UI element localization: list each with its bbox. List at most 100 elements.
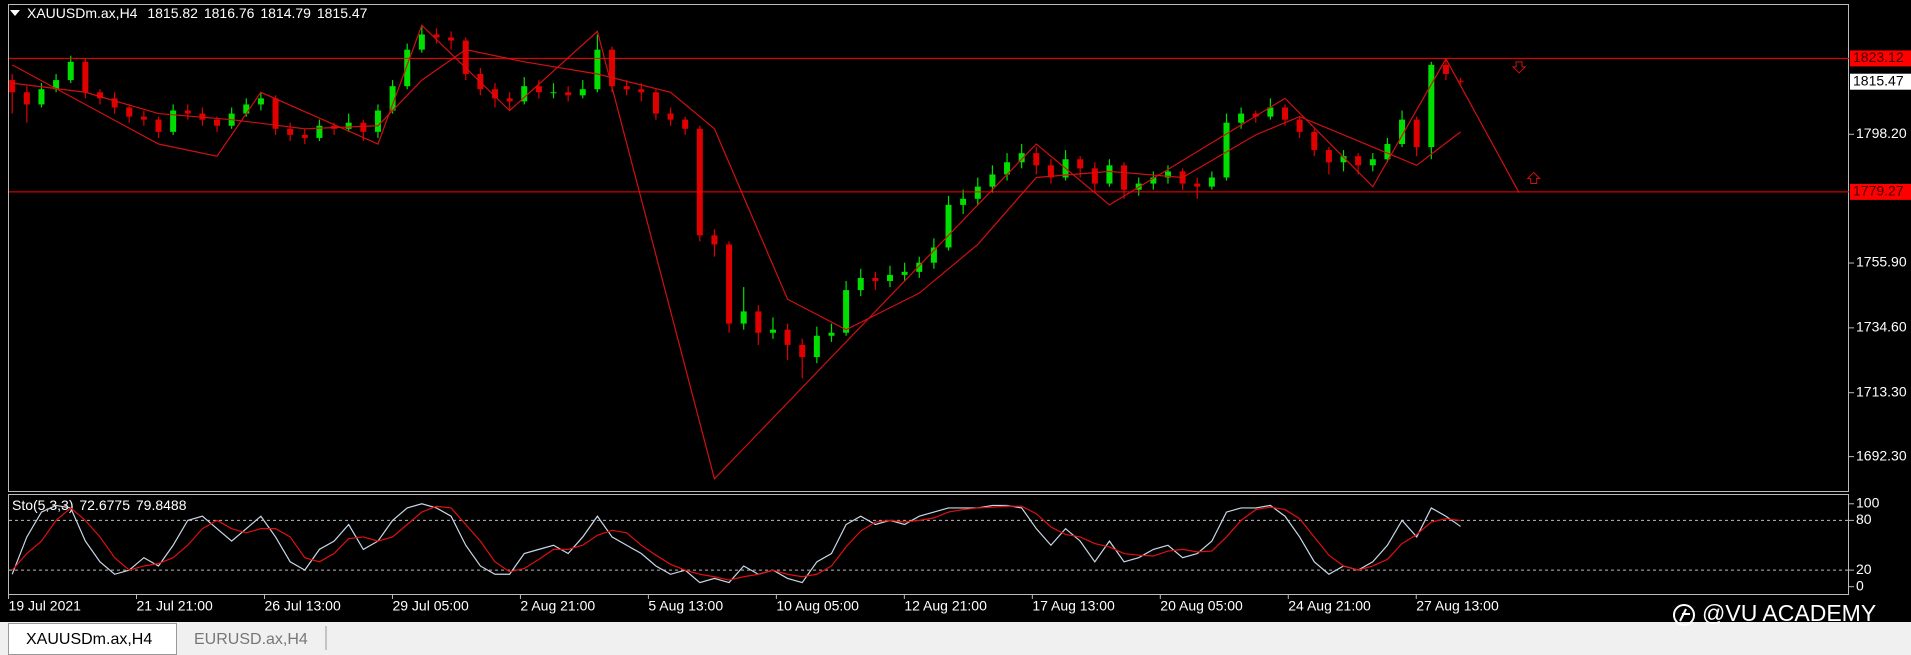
candle-body: [535, 86, 542, 93]
x-tick-label: 26 Jul 13:00: [264, 598, 340, 614]
candle-body: [755, 311, 762, 333]
zigzag: [11, 24, 1520, 481]
candle-body: [82, 61, 89, 93]
y-tick-label: 1734.60: [1856, 319, 1907, 335]
candle-body: [945, 204, 952, 248]
x-tick-label: 29 Jul 05:00: [392, 598, 468, 614]
price-label: 1815.47: [1853, 72, 1904, 88]
osc-signal: 79.8488: [136, 497, 187, 513]
candle-body: [1018, 153, 1025, 163]
candle-body: [828, 332, 835, 336]
candle-body: [784, 329, 791, 345]
osc-tick-label: 80: [1856, 511, 1872, 527]
candle-body: [140, 116, 147, 120]
candle-body: [433, 34, 440, 38]
tab-bar: [0, 622, 1911, 655]
level-label: 1779.27: [1853, 183, 1904, 199]
candle-body: [1442, 64, 1449, 75]
menu-triangle[interactable]: [10, 10, 20, 16]
open: 1815.82: [147, 5, 198, 21]
candle-body: [1428, 64, 1435, 148]
candle-body: [1311, 131, 1318, 151]
candle-body: [887, 274, 893, 281]
candle-body: [257, 98, 264, 105]
candle-body: [594, 49, 601, 90]
osc-tick-label: 20: [1856, 561, 1872, 577]
candle-body: [1267, 107, 1274, 117]
x-tick-label: 2 Aug 21:00: [520, 598, 595, 614]
candle-body: [1340, 156, 1347, 163]
candle-body: [769, 329, 776, 333]
level-label: 1823.12: [1853, 49, 1904, 65]
candle-body: [418, 34, 425, 50]
watermark-icon: [1673, 604, 1695, 626]
x-tick-label: 21 Jul 21:00: [137, 598, 213, 614]
candle-body: [726, 244, 733, 324]
candle-body: [1252, 113, 1259, 117]
y-tick-label: 1798.20: [1856, 125, 1907, 141]
osc-title: Sto(5,3,3): [12, 497, 73, 513]
candle-body: [170, 110, 177, 132]
candle-body: [1208, 177, 1215, 187]
y-tick-label: 1692.30: [1856, 447, 1907, 463]
x-tick-label: 27 Aug 13:00: [1416, 598, 1499, 614]
candle-body: [184, 110, 191, 114]
oscillator-header: Sto(5,3,3) 72.6775 79.8488: [12, 497, 187, 513]
candle-body: [1033, 153, 1040, 166]
candle-body: [579, 89, 586, 96]
candle-body: [1413, 119, 1420, 148]
candle-body: [96, 92, 103, 99]
candle-body: [550, 92, 557, 94]
symbol: XAUUSDm.ax,H4: [27, 5, 138, 21]
candle-body: [813, 335, 820, 358]
icon-ring: [1673, 604, 1695, 626]
x-tick-label: 19 Jul 2021: [9, 598, 82, 614]
candle-body: [1047, 165, 1054, 178]
candle-body: [1282, 107, 1289, 120]
candle-body: [199, 113, 206, 120]
watermark: @VU ACADEMY: [1702, 600, 1876, 626]
background: [0, 0, 1911, 622]
candle-body: [111, 98, 118, 108]
candle-body: [243, 104, 250, 114]
candle-body: [652, 92, 659, 114]
candle-body: [740, 311, 747, 324]
candle-body: [23, 92, 30, 105]
low: 1814.79: [260, 5, 311, 21]
candle-body: [389, 86, 396, 111]
candle-body: [374, 110, 381, 132]
chart-header: XAUUSDm.ax,H4 1815.82 1816.76 1814.79 18…: [27, 5, 368, 21]
osc-main: 72.6775: [79, 497, 130, 513]
candle-body: [1369, 159, 1376, 166]
level-tag: [1850, 183, 1911, 200]
osc-line: [11, 503, 1461, 584]
candle-body: [448, 37, 455, 41]
candle-body: [301, 134, 308, 138]
candle-body: [638, 89, 645, 93]
candle-body: [521, 86, 528, 102]
candle-body: [1457, 80, 1464, 82]
osc-tick-label: 100: [1856, 494, 1880, 510]
candle-body: [155, 119, 162, 132]
main-frame: [8, 4, 1849, 492]
tab-label[interactable]: XAUUSDm.ax,H4: [26, 631, 152, 648]
tab-active[interactable]: [8, 623, 177, 655]
sub-frame: [8, 494, 1849, 595]
candle-body: [67, 61, 74, 81]
candle-body: [857, 277, 864, 291]
tab-label[interactable]: EURUSD.ax,H4: [194, 631, 308, 648]
candle-body: [667, 113, 674, 120]
y-tick-label: 1713.30: [1856, 383, 1907, 399]
up-arrow: [1526, 171, 1541, 184]
candle-body: [214, 119, 221, 126]
candle-body: [1106, 165, 1113, 184]
candle-body: [1004, 162, 1011, 175]
candle-body: [506, 98, 513, 102]
icon-mark: [1679, 608, 1690, 622]
candle-body: [623, 86, 630, 90]
candle-body: [682, 119, 689, 129]
x-tick-label: 5 Aug 13:00: [648, 598, 723, 614]
level-tag: [1850, 50, 1911, 67]
y-tick-label: 1755.90: [1856, 254, 1907, 270]
